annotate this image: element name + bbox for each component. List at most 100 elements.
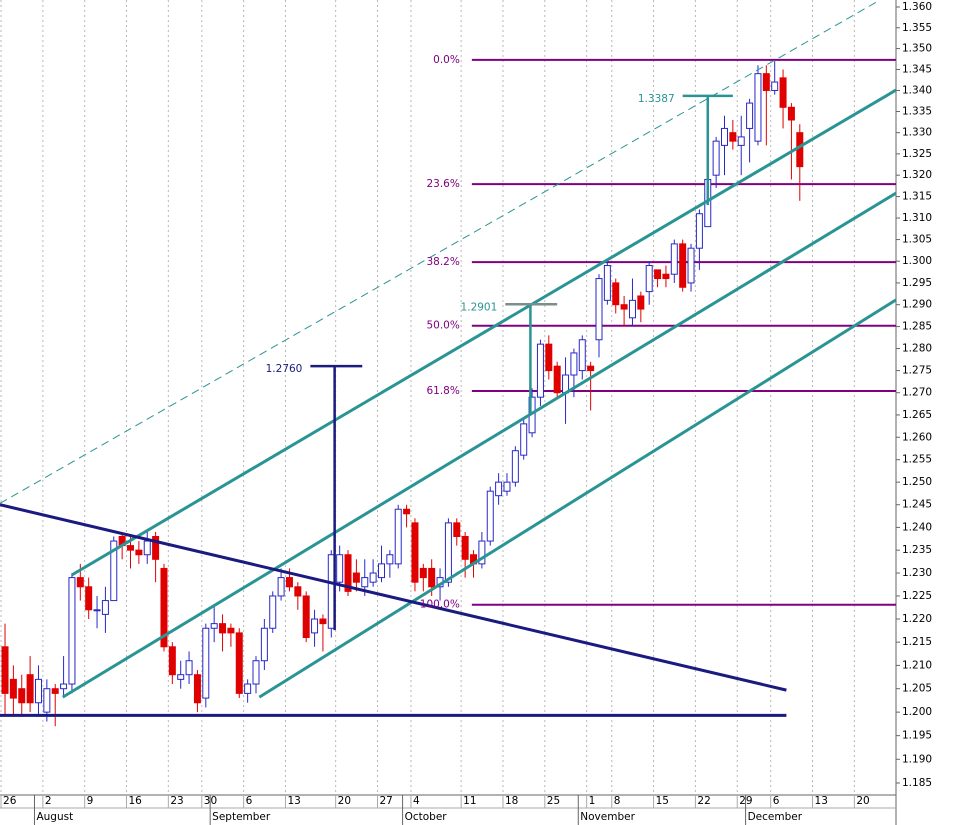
- y-tick-label: 1.300: [902, 255, 932, 267]
- y-tick-label: 1.215: [902, 636, 932, 648]
- x-tick-label: 6: [773, 795, 780, 807]
- candle-body: [419, 567, 427, 579]
- candle-body: [143, 540, 151, 556]
- candle-body: [695, 213, 703, 249]
- plot: [0, 0, 896, 795]
- candle-body: [603, 265, 611, 301]
- candle-body: [369, 572, 377, 583]
- candle-body: [595, 278, 603, 341]
- measure-label: 1.2760: [266, 363, 303, 375]
- candle-body: [411, 522, 419, 583]
- candle-body: [495, 481, 503, 497]
- x-tick-label: 27: [379, 795, 392, 807]
- candle-body: [110, 540, 118, 602]
- y-tick-label: 1.290: [902, 299, 932, 311]
- candle-body: [344, 554, 352, 592]
- candle-body: [796, 132, 804, 168]
- y-tick-label: 1.210: [902, 659, 932, 671]
- candle-body: [553, 365, 561, 394]
- y-tick-label: 1.360: [902, 1, 932, 13]
- y-tick-label: 1.240: [902, 521, 932, 533]
- candle-body: [269, 595, 277, 629]
- candle-body: [235, 632, 243, 694]
- y-tick-label: 1.335: [902, 106, 932, 118]
- candle-body: [152, 535, 160, 560]
- candle-body: [34, 678, 42, 704]
- y-tick-label: 1.220: [902, 613, 932, 625]
- y-tick-label: 1.255: [902, 454, 932, 466]
- candle-body: [461, 535, 469, 560]
- y-tick-label: 1.190: [902, 753, 932, 765]
- y-tick-label: 1.230: [902, 567, 932, 579]
- y-tick-label: 1.295: [902, 277, 932, 289]
- y-tick-label: 1.320: [902, 169, 932, 181]
- candle-body: [168, 646, 176, 676]
- x-tick-label: 18: [505, 795, 518, 807]
- y-tick-label: 1.225: [902, 590, 932, 602]
- x-tick-label: 13: [815, 795, 828, 807]
- trend-line: [0, 503, 787, 692]
- candle-body: [85, 586, 93, 611]
- candle-body: [386, 554, 394, 565]
- x-tick-label: 1: [589, 795, 596, 807]
- y-tick-label: 1.315: [902, 191, 932, 203]
- candle-body: [361, 577, 369, 588]
- candle-body: [771, 81, 779, 91]
- candle-body: [520, 423, 528, 456]
- candle-body: [252, 660, 260, 685]
- y-tick-label: 1.285: [902, 321, 932, 333]
- candle-body: [210, 623, 218, 629]
- y-tick-label: 1.305: [902, 234, 932, 246]
- x-tick-label: 8: [614, 795, 621, 807]
- candle-body: [746, 102, 754, 129]
- candle-body: [60, 683, 68, 690]
- y-tick-label: 1.205: [902, 683, 932, 695]
- candle-body: [336, 554, 344, 583]
- candle-body: [637, 295, 645, 310]
- y-tick-label: 1.245: [902, 499, 932, 511]
- candle-body: [570, 352, 578, 376]
- y-tick-label: 1.260: [902, 431, 932, 443]
- x-tick-label: 26: [3, 795, 17, 807]
- candle-body: [68, 577, 76, 685]
- candle-body: [428, 567, 436, 588]
- fib-label: 0.0%: [433, 54, 460, 66]
- x-tick-label: 4: [413, 795, 420, 807]
- y-tick-label: 1.200: [902, 706, 932, 718]
- month-label: October: [405, 811, 448, 823]
- candle-body: [394, 508, 402, 565]
- month-label: September: [212, 811, 271, 823]
- candle-body: [536, 343, 544, 398]
- candle-body: [260, 627, 268, 662]
- month-label: November: [580, 811, 635, 823]
- month-label: December: [748, 811, 803, 823]
- candle-body: [18, 688, 26, 704]
- y-tick-label: 1.185: [902, 777, 932, 789]
- candle-body: [511, 450, 519, 483]
- x-tick-label: 25: [547, 795, 560, 807]
- candle-body: [620, 304, 628, 310]
- candle-body: [587, 365, 595, 372]
- candle-body: [319, 618, 327, 625]
- x-tick-label: 6: [246, 795, 253, 807]
- candle-body: [193, 674, 201, 704]
- trend-line: [61, 191, 896, 699]
- month-label: August: [36, 811, 73, 823]
- candle-body: [679, 243, 687, 288]
- candle-body: [311, 618, 319, 634]
- candle-body: [670, 243, 678, 275]
- x-tick-label: 13: [287, 795, 300, 807]
- y-tick-label: 1.235: [902, 544, 932, 556]
- y-tick-label: 1.340: [902, 84, 932, 96]
- fib-label: 23.6%: [426, 178, 459, 190]
- candle-body: [302, 595, 310, 639]
- trend-line: [258, 298, 896, 699]
- candle-body: [51, 688, 59, 694]
- y-tick-label: 1.325: [902, 148, 932, 160]
- x-tick-label: 16: [129, 795, 143, 807]
- measure-label: 1.2901: [461, 301, 498, 313]
- candle-body: [1, 646, 9, 694]
- candle-body: [453, 522, 461, 537]
- candle-body: [712, 140, 720, 176]
